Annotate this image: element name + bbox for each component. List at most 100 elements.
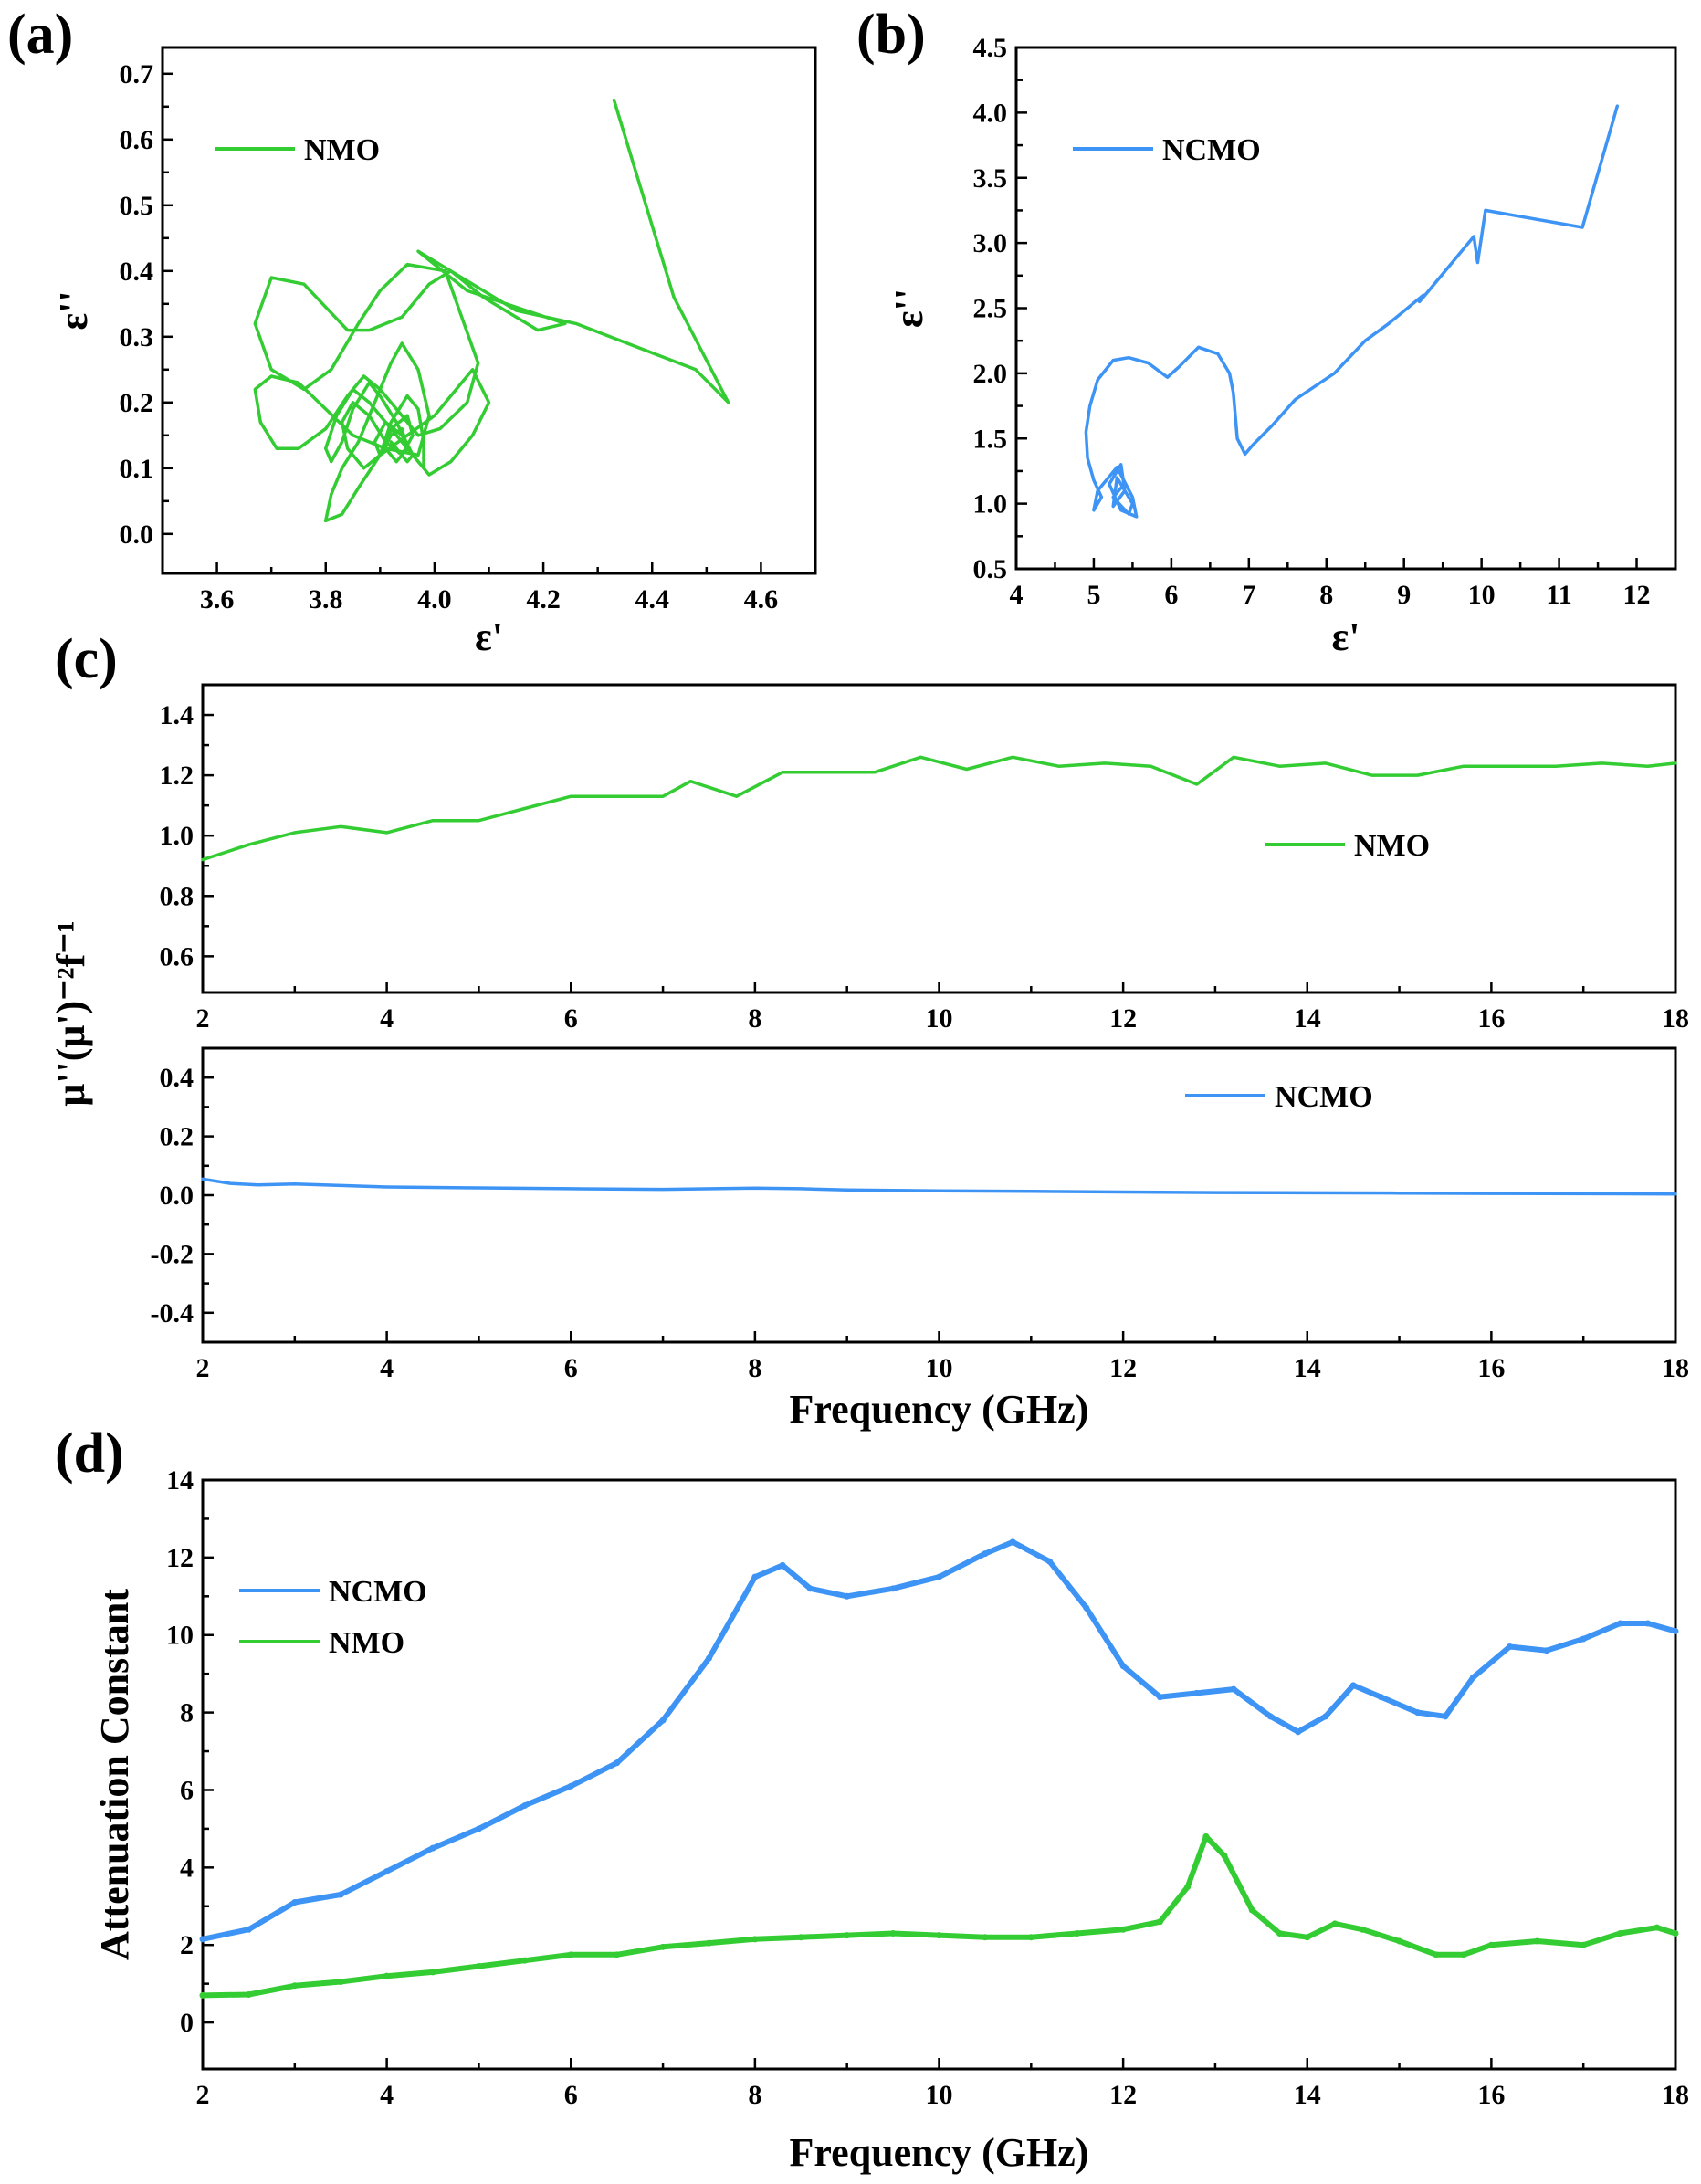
x-tick-label: 2 xyxy=(196,1003,210,1034)
data-point-nmo xyxy=(1331,1920,1339,1927)
x-tick-label: 2 xyxy=(196,2080,210,2110)
y-tick-label: 0 xyxy=(180,2008,194,2038)
x-tick-label: 10 xyxy=(926,1353,953,1383)
data-point-nmo xyxy=(1074,1929,1081,1937)
y-tick-label: 1.0 xyxy=(973,489,1008,520)
data-point-nmo xyxy=(1248,1906,1255,1914)
panel-label-d: (d) xyxy=(55,1423,124,1485)
data-point-nmo xyxy=(751,1936,759,1943)
y-tick-label: 8 xyxy=(180,1698,194,1728)
data-point-ncmo xyxy=(475,1825,482,1832)
x-tick-label: 6 xyxy=(564,2080,578,2110)
x-tick-label: 16 xyxy=(1477,2080,1505,2110)
legend-label-nmo: NMO xyxy=(304,133,380,167)
y-tick-label: 0.4 xyxy=(160,1063,194,1093)
data-point-ncmo xyxy=(982,1550,989,1558)
x-tick-label: 12 xyxy=(1109,1003,1137,1034)
data-point-nmo xyxy=(1184,1884,1192,1891)
data-point-nmo xyxy=(1672,1929,1679,1937)
data-point-ncmo xyxy=(806,1585,814,1592)
y-tick-label: 12 xyxy=(166,1543,194,1573)
series-line-nmo xyxy=(200,1833,1678,1999)
data-point-nmo xyxy=(936,1932,942,1939)
data-point-ncmo xyxy=(844,1592,851,1600)
data-point-ncmo xyxy=(1469,1674,1476,1681)
data-point-ncmo xyxy=(614,1759,621,1767)
data-point-nmo xyxy=(1433,1951,1440,1958)
data-point-ncmo xyxy=(889,1585,897,1592)
x-tick-label: 12 xyxy=(1109,1353,1137,1383)
chart-c-top: 2 4 6 8 10 12 14 16 18 0.6 0.8 1.0 1.2 1.4 NMO xyxy=(160,683,1689,1034)
data-point-nmo xyxy=(1487,1941,1495,1948)
data-point-nmo xyxy=(475,1963,482,1970)
x-tick-label: 4 xyxy=(380,1353,394,1383)
x-tick-label: 12 xyxy=(1109,2080,1137,2110)
chart-b: 4 5 6 7 8 9 10 11 12 0.5 1.0 1.5 2.0 2.5 3.0 3.5 4.0 4.5 ε… xyxy=(887,33,1677,659)
data-point-nmo xyxy=(659,1943,667,1950)
data-point-ncmo xyxy=(291,1899,299,1906)
legend-label-nmo: NMO xyxy=(329,1626,404,1660)
y-tick-label: 0.0 xyxy=(120,520,154,550)
data-point-nmo xyxy=(1460,1951,1467,1958)
data-point-ncmo xyxy=(1507,1643,1514,1650)
y-tick-label: -0.2 xyxy=(151,1239,194,1269)
series-line-ncmo xyxy=(200,1538,1678,1942)
y-axis-title: ε'' xyxy=(887,289,931,328)
data-point-nmo xyxy=(1396,1937,1403,1945)
series-line-nmo xyxy=(201,755,1677,862)
data-point-ncmo xyxy=(1442,1713,1449,1720)
data-point-nmo xyxy=(199,1991,206,1999)
x-tick-label: 8 xyxy=(748,2080,761,2110)
x-tick-label: 8 xyxy=(1319,580,1333,610)
y-tick-label: 2.0 xyxy=(973,359,1008,389)
panel-label-c: (c) xyxy=(55,628,118,690)
data-point-ncmo xyxy=(1543,1647,1550,1654)
data-point-ncmo xyxy=(1156,1694,1163,1701)
y-tick-label: 0.4 xyxy=(120,257,154,287)
data-point-ncmo xyxy=(1045,1558,1053,1565)
legend-label-nmo: NMO xyxy=(1354,829,1430,863)
x-tick-label: 6 xyxy=(564,1353,578,1383)
x-axis-title: Frequency (GHz) xyxy=(790,1387,1089,1432)
y-tick-label: 0.6 xyxy=(160,941,194,971)
data-point-nmo xyxy=(567,1951,574,1958)
data-point-ncmo xyxy=(1617,1620,1624,1627)
x-tick-label: 4 xyxy=(380,2080,394,2110)
data-point-nmo xyxy=(844,1932,851,1939)
data-point-ncmo xyxy=(429,1844,436,1852)
y-tick-label: 0.5 xyxy=(120,191,154,221)
y-tick-label: 2.5 xyxy=(973,294,1008,324)
x-tick-label: 4.2 xyxy=(526,584,561,614)
y-axis-title: Attenuation Constant xyxy=(92,1589,137,1960)
data-point-ncmo xyxy=(1322,1713,1329,1720)
data-point-ncmo xyxy=(1193,1689,1201,1696)
x-tick-label: 10 xyxy=(1468,580,1496,610)
x-axis-title: ε' xyxy=(1331,614,1360,659)
x-tick-label: 18 xyxy=(1662,1003,1689,1034)
x-tick-label: 4.0 xyxy=(417,584,452,614)
y-axis-title: ε'' xyxy=(51,290,96,330)
y-tick-label: 0.2 xyxy=(120,388,154,418)
data-point-nmo xyxy=(797,1934,804,1941)
x-tick-label: 14 xyxy=(1294,1003,1321,1034)
x-tick-label: 6 xyxy=(1164,580,1178,610)
data-point-nmo xyxy=(1202,1832,1210,1840)
data-point-nmo xyxy=(1119,1926,1127,1933)
data-point-nmo xyxy=(1276,1929,1284,1937)
y-tick-label: 3.5 xyxy=(973,163,1008,194)
y-tick-label: 1.5 xyxy=(973,424,1008,454)
x-tick-label: 16 xyxy=(1477,1003,1505,1034)
y-tick-label: 0.3 xyxy=(120,322,154,352)
series-line-nmo xyxy=(253,98,730,523)
y-tick-label: 3.0 xyxy=(973,228,1008,258)
y-tick-label: 0.2 xyxy=(160,1122,194,1152)
data-point-ncmo xyxy=(245,1926,252,1933)
data-point-nmo xyxy=(521,1957,529,1964)
data-point-nmo xyxy=(1654,1924,1661,1931)
chart-c-bottom: 2 4 6 8 10 12 14 16 18 -0.4 -0.2 0.0 0.2 0.4 Frequency… xyxy=(151,1046,1689,1432)
legend-label-ncmo: NCMO xyxy=(1162,133,1261,167)
data-point-ncmo xyxy=(1414,1709,1422,1717)
data-point-ncmo xyxy=(705,1654,712,1662)
y-tick-label: 4.5 xyxy=(973,33,1008,63)
